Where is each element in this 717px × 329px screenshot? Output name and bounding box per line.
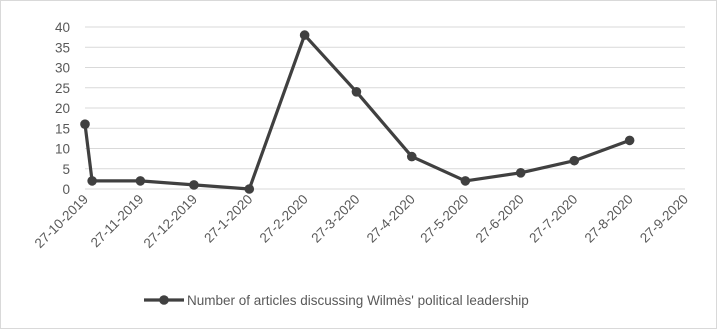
data-point: [624, 135, 635, 146]
x-tick-label: 27-4-2020: [364, 192, 418, 246]
data-point: [460, 176, 471, 186]
y-axis-ticks: 0 5 10 15 20 25 30 35 40: [55, 20, 70, 197]
x-tick-label: 27-6-2020: [473, 192, 527, 246]
legend: Number of articles discussing Wilmès' po…: [144, 293, 529, 308]
x-tick-label: 27-8-2020: [582, 192, 636, 246]
data-point: [87, 176, 97, 186]
y-tick-label: 15: [55, 121, 70, 136]
x-tick-label: 27-11-2019: [88, 192, 147, 251]
x-tick-label: 27-1-2020: [201, 192, 255, 246]
y-tick-label: 25: [55, 81, 70, 96]
x-tick-label: 27-2-2020: [257, 192, 311, 246]
y-tick-label: 30: [55, 61, 70, 76]
y-tick-label: 40: [55, 20, 70, 35]
y-tick-label: 0: [62, 182, 70, 197]
data-point: [80, 119, 90, 129]
y-tick-label: 35: [55, 40, 70, 55]
legend-label: Number of articles discussing Wilmès' po…: [187, 293, 529, 308]
data-point: [135, 176, 146, 186]
data-point: [189, 180, 199, 190]
x-tick-label: 27-5-2020: [417, 192, 471, 246]
x-tick-label: 27-12-2019: [141, 192, 200, 251]
data-point: [406, 151, 417, 162]
x-tick-label: 27-3-2020: [308, 192, 362, 246]
gridlines: [85, 26, 685, 190]
data-point: [244, 184, 255, 194]
x-tick-label: 27-10-2019: [32, 192, 91, 251]
series-line: [83, 33, 631, 191]
legend-marker: [159, 295, 169, 305]
data-point: [569, 155, 580, 166]
data-point: [299, 30, 310, 40]
y-tick-label: 5: [62, 162, 70, 177]
x-tick-label: 27-7-2020: [526, 192, 580, 246]
y-tick-label: 20: [55, 101, 70, 116]
series-layer: [80, 30, 635, 194]
x-tick-label: 27-9-2020: [637, 192, 691, 246]
data-point: [515, 168, 526, 178]
data-point: [351, 87, 362, 97]
y-tick-label: 10: [55, 142, 70, 157]
